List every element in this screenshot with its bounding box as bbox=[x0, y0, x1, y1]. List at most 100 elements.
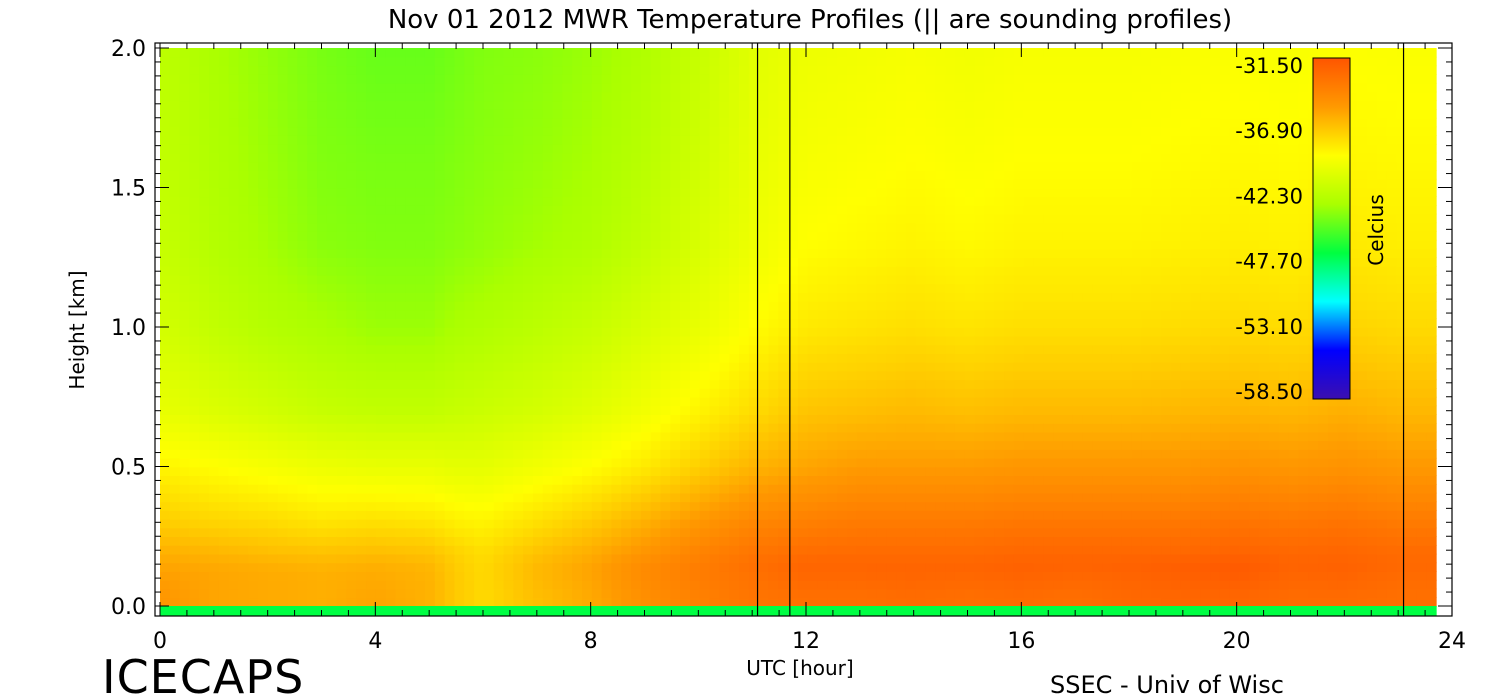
heatmap-cell bbox=[474, 283, 485, 293]
heatmap-cell bbox=[228, 48, 240, 58]
heatmap-cell bbox=[395, 457, 407, 468]
heatmap-cell bbox=[395, 300, 407, 311]
heatmap-cell bbox=[395, 274, 407, 285]
heatmap-cell bbox=[807, 109, 819, 119]
heatmap-cell bbox=[876, 265, 888, 276]
heatmap-cell bbox=[709, 501, 721, 511]
heatmap-cell bbox=[797, 170, 809, 180]
heatmap-cell bbox=[876, 135, 888, 145]
heatmap-cell bbox=[896, 379, 907, 389]
heatmap-cell bbox=[807, 239, 819, 250]
heatmap-cell bbox=[837, 388, 848, 398]
heatmap-cell bbox=[228, 187, 240, 198]
heatmap-cell bbox=[886, 492, 897, 503]
heatmap-cell bbox=[346, 213, 358, 224]
heatmap-cell bbox=[356, 544, 367, 555]
heatmap-cell bbox=[925, 579, 937, 590]
heatmap-cell bbox=[395, 82, 407, 93]
heatmap-cell bbox=[474, 597, 485, 607]
heatmap-cell bbox=[562, 327, 573, 337]
heatmap-cell bbox=[768, 265, 780, 276]
heatmap-cell bbox=[699, 187, 711, 198]
heatmap-cell bbox=[297, 414, 309, 424]
heatmap-cell bbox=[199, 422, 210, 433]
heatmap-cell bbox=[434, 536, 446, 546]
heatmap-cell bbox=[680, 161, 691, 171]
heatmap-cell bbox=[640, 335, 652, 346]
heatmap-cell bbox=[346, 571, 358, 581]
heatmap-cell bbox=[905, 161, 917, 171]
heatmap-cell bbox=[434, 510, 446, 520]
heatmap-cell bbox=[385, 335, 397, 346]
heatmap-cell bbox=[601, 553, 613, 564]
heatmap-cell bbox=[562, 239, 573, 250]
heatmap-cell bbox=[297, 170, 309, 180]
heatmap-cell bbox=[199, 248, 210, 259]
heatmap-cell bbox=[503, 161, 515, 171]
heatmap-cell bbox=[415, 449, 426, 459]
heatmap-cell bbox=[797, 257, 809, 267]
heatmap-cell bbox=[856, 300, 868, 311]
heatmap-cell bbox=[778, 466, 789, 477]
heatmap-cell bbox=[346, 536, 358, 546]
heatmap-cell bbox=[532, 170, 544, 180]
heatmap-cell bbox=[424, 196, 436, 206]
heatmap-cell bbox=[886, 187, 897, 198]
heatmap-cell bbox=[611, 222, 623, 232]
heatmap-cell bbox=[562, 161, 573, 171]
heatmap-cell bbox=[689, 405, 701, 415]
heatmap-cell bbox=[768, 100, 780, 110]
heatmap-cell bbox=[326, 553, 338, 564]
heatmap-cell bbox=[444, 492, 456, 503]
heatmap-cell bbox=[847, 292, 858, 302]
heatmap-cell bbox=[807, 265, 819, 276]
heatmap-cell bbox=[847, 48, 858, 58]
heatmap-cell bbox=[424, 536, 436, 546]
heatmap-cell bbox=[218, 65, 230, 75]
heatmap-cell bbox=[258, 100, 269, 110]
heatmap-cell bbox=[415, 353, 426, 363]
heatmap-cell bbox=[483, 117, 495, 128]
heatmap-cell bbox=[856, 292, 868, 302]
heatmap-cell bbox=[847, 170, 858, 180]
heatmap-cell bbox=[346, 553, 358, 564]
heatmap-cell bbox=[366, 579, 377, 590]
heatmap-cell bbox=[837, 335, 848, 346]
heatmap-cell bbox=[621, 82, 632, 93]
heatmap-cell bbox=[827, 475, 838, 485]
heatmap-cell bbox=[493, 239, 505, 250]
heatmap-cell bbox=[876, 510, 888, 520]
heatmap-cell bbox=[847, 152, 858, 163]
heatmap-cell bbox=[169, 466, 181, 477]
heatmap-cell bbox=[238, 335, 250, 346]
heatmap-cell bbox=[719, 152, 731, 163]
heatmap-cell bbox=[709, 74, 721, 84]
heatmap-cell bbox=[797, 457, 809, 468]
heatmap-cell bbox=[483, 248, 495, 259]
heatmap-cell bbox=[650, 335, 662, 346]
heatmap-cell bbox=[748, 231, 760, 241]
heatmap-cell bbox=[346, 396, 358, 407]
heatmap-cell bbox=[336, 82, 348, 93]
heatmap-cell bbox=[748, 501, 760, 511]
heatmap-cell bbox=[729, 239, 740, 250]
heatmap-cell bbox=[915, 527, 927, 538]
heatmap-cell bbox=[493, 388, 505, 398]
heatmap-cell bbox=[238, 48, 250, 58]
heatmap-cell bbox=[650, 501, 662, 511]
heatmap-cell bbox=[415, 379, 426, 389]
heatmap-cell bbox=[454, 562, 466, 572]
heatmap-cell bbox=[876, 231, 888, 241]
heatmap-cell bbox=[454, 56, 466, 67]
heatmap-cell bbox=[503, 449, 515, 459]
heatmap-cell bbox=[366, 518, 377, 529]
heatmap-cell bbox=[876, 126, 888, 136]
heatmap-cell bbox=[375, 414, 387, 424]
heatmap-cell bbox=[238, 388, 250, 398]
heatmap-cell bbox=[562, 135, 573, 145]
heatmap-cell bbox=[297, 597, 309, 607]
heatmap-cell bbox=[297, 440, 309, 450]
heatmap-cell bbox=[375, 292, 387, 302]
heatmap-cell bbox=[631, 527, 642, 538]
heatmap-cell bbox=[356, 74, 367, 84]
